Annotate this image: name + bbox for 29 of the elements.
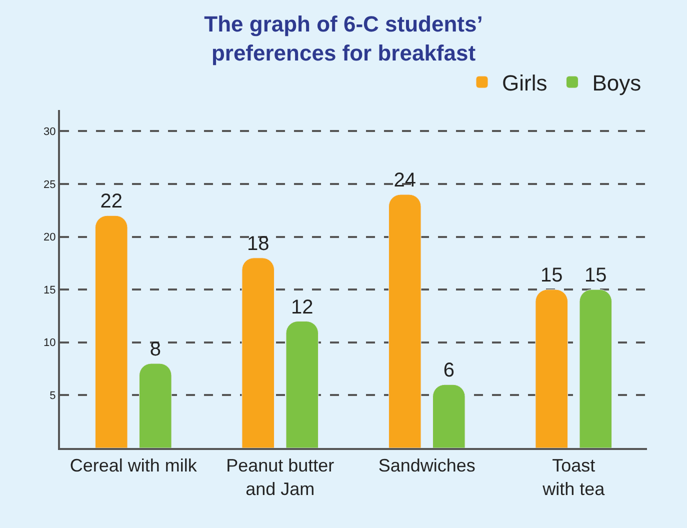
y-tick-label: 20 (44, 232, 56, 244)
data-label: 8 (150, 338, 161, 360)
y-tick-label: 30 (44, 126, 56, 138)
data-label: 6 (443, 360, 454, 382)
y-tick-label: 10 (44, 337, 56, 350)
data-label: 18 (246, 232, 270, 255)
bar (139, 363, 172, 448)
bar (388, 194, 422, 448)
legend-label: Girls (502, 70, 548, 96)
chart-title: The graph of 6-C students’ preferences for breakfast (204, 12, 483, 66)
data-label: 22 (100, 190, 122, 213)
bar (579, 289, 612, 448)
x-tick-label: Peanut butter and Jam (226, 456, 334, 499)
bar (94, 215, 128, 448)
data-label: 12 (291, 296, 314, 318)
bar (432, 384, 466, 448)
data-label: 15 (540, 264, 563, 287)
y-tick-label: 25 (44, 178, 56, 191)
legend-label: Boys (592, 70, 642, 96)
y-tick-label: 5 (50, 390, 56, 402)
data-label: 15 (584, 264, 607, 287)
x-tick-label: Cereal with milk (70, 456, 198, 476)
y-tick-label: 15 (44, 284, 56, 296)
data-label: 24 (394, 170, 416, 192)
bar (242, 258, 275, 448)
x-tick-label: Sandwiches (378, 456, 476, 476)
x-tick-label: Toast with tea (542, 456, 606, 499)
bar (535, 289, 568, 448)
bar (286, 321, 319, 448)
